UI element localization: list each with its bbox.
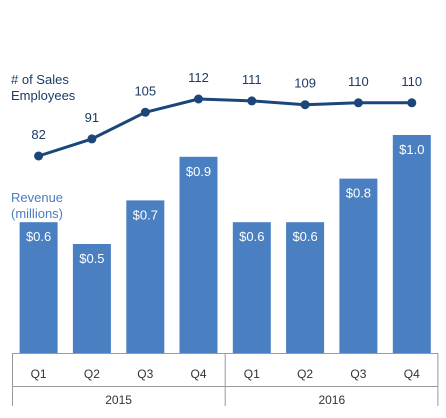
x-tick-label: Q1: [244, 367, 260, 381]
revenue-bar: [179, 156, 218, 353]
employees-point: [140, 107, 150, 117]
employees-point: [407, 98, 417, 108]
revenue-bar: [232, 222, 271, 353]
revenue-bar: [126, 200, 165, 353]
revenue-legend-label: Revenue: [11, 190, 63, 205]
employees-point: [247, 96, 257, 106]
employees-point-label: 91: [85, 110, 99, 125]
year-group-label: 2015: [105, 393, 132, 407]
revenue-bar-label: $0.7: [133, 207, 158, 222]
revenue-bar-label: $0.8: [346, 186, 371, 201]
employees-point: [34, 151, 44, 161]
employees-point: [300, 100, 310, 110]
revenue-bar-label: $0.6: [292, 229, 317, 244]
x-tick-label: Q4: [404, 367, 420, 381]
employees-legend-label: Employees: [11, 88, 76, 103]
x-tick-label: Q3: [137, 367, 153, 381]
employees-point: [353, 98, 363, 108]
year-group-label: 2016: [318, 393, 345, 407]
revenue-bar: [19, 222, 58, 353]
revenue-bar-label: $0.9: [186, 164, 211, 179]
revenue-bar: [286, 222, 325, 353]
employees-point-label: 110: [348, 74, 369, 89]
revenue-bar-label: $0.6: [26, 229, 51, 244]
employees-point-label: 105: [134, 83, 156, 98]
employees-point-label: 109: [294, 76, 316, 91]
x-tick-label: Q2: [297, 367, 313, 381]
x-tick-label: Q2: [84, 367, 100, 381]
employees-line: [38, 97, 412, 158]
revenue-bar: [392, 135, 431, 353]
x-tick-label: Q1: [31, 367, 47, 381]
employees-point: [87, 134, 97, 144]
employees-point-label: 110: [401, 74, 422, 89]
employees-point-label: 112: [188, 70, 209, 85]
revenue-bar-label: $0.6: [239, 229, 264, 244]
revenue-bar: [72, 244, 111, 353]
revenue-legend-label: (millions): [11, 206, 63, 221]
employees-legend-label: # of Sales: [11, 72, 69, 87]
employees-point-label: 111: [242, 72, 262, 87]
revenue-bar: [339, 178, 378, 353]
employees-point: [194, 94, 203, 104]
revenue-bar-label: $1.0: [399, 142, 424, 157]
revenue-bar-label: $0.5: [79, 251, 104, 266]
x-tick-label: Q3: [350, 367, 366, 381]
employees-point-label: 82: [31, 127, 45, 142]
x-tick-label: Q4: [190, 367, 206, 381]
